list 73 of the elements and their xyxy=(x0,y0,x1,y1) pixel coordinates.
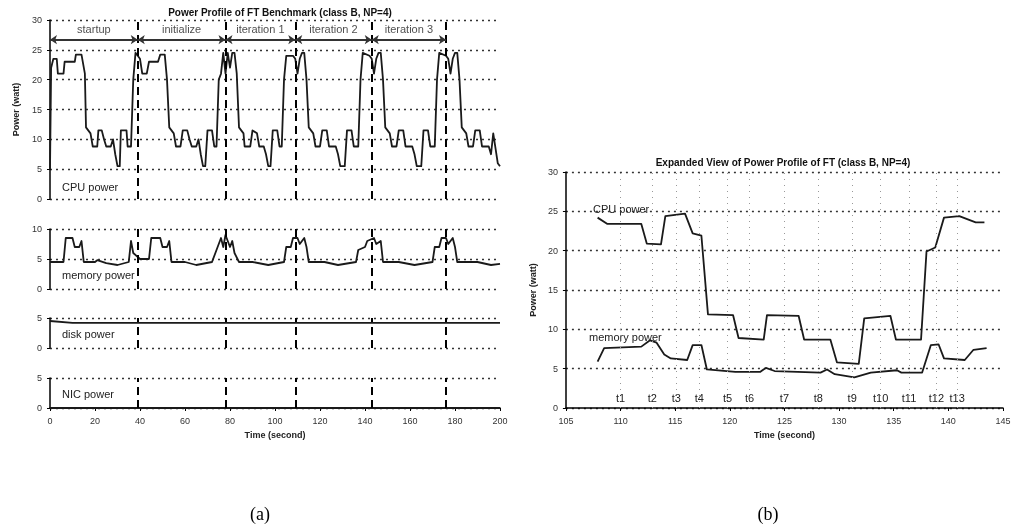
annotation: iteration 3 xyxy=(384,22,434,35)
x-axis-title: Time (second) xyxy=(244,429,306,440)
ref-line-label: t3 xyxy=(671,391,681,404)
ref-line-label: t9 xyxy=(847,391,857,404)
series-label: CPU power xyxy=(62,180,119,193)
x-tick-label: 0 xyxy=(47,415,53,426)
y-tick-label: 0 xyxy=(36,284,42,294)
y-axis-title: Power (watt) xyxy=(10,82,21,137)
y-tick-label: 25 xyxy=(547,206,558,217)
y-tick-label: 30 xyxy=(547,167,558,177)
y-tick-label: 10 xyxy=(547,324,558,335)
y-tick-label: 5 xyxy=(36,373,42,383)
ref-line-label: t2 xyxy=(647,391,657,404)
ref-line-label: t8 xyxy=(813,391,823,404)
x-tick-label: 135 xyxy=(886,415,902,426)
chart-title: Power Profile of FT Benchmark (class B, NP=4) xyxy=(168,6,392,18)
chart-title: Expanded View of Power Profile of FT (class B, NP=4) xyxy=(655,156,911,168)
series-label: CPU power xyxy=(593,202,650,215)
x-tick-label: 145 xyxy=(995,415,1011,426)
x-tick-label: 160 xyxy=(402,415,418,426)
x-tick-label: 120 xyxy=(312,415,328,426)
x-tick-label: 140 xyxy=(940,415,956,426)
x-tick-label: 100 xyxy=(267,415,283,426)
annotation: startup xyxy=(77,22,111,35)
y-tick-label: 0 xyxy=(36,403,42,413)
y-tick-label: 5 xyxy=(36,313,42,323)
x-tick-label: 80 xyxy=(224,415,236,426)
ref-line-label: t7 xyxy=(779,391,790,404)
x-tick-label: 115 xyxy=(668,415,683,426)
x-tick-label: 40 xyxy=(134,415,146,426)
y-axis-title: Power (watt) xyxy=(527,263,538,317)
series-label: NIC power xyxy=(62,387,115,400)
y-tick-label: 10 xyxy=(31,134,42,145)
y-tick-label: 20 xyxy=(547,245,558,256)
series-label: memory power xyxy=(589,330,663,343)
ref-line-label: t11 xyxy=(901,391,917,404)
x-tick-label: 200 xyxy=(492,415,508,426)
series-label: memory power xyxy=(62,268,136,281)
series-label: disk power xyxy=(62,327,115,340)
ref-line-label: t4 xyxy=(694,391,704,404)
x-tick-label: 60 xyxy=(179,415,191,426)
ref-line-label: t12 xyxy=(928,391,944,404)
y-tick-label: 5 xyxy=(36,254,42,264)
ref-line-label: t1 xyxy=(615,391,626,404)
x-tick-label: 180 xyxy=(447,415,463,426)
y-tick-label: 30 xyxy=(31,15,42,25)
text: (b) xyxy=(757,504,779,525)
x-tick-label: 120 xyxy=(722,415,738,426)
x-axis-title: Time (second) xyxy=(754,429,815,440)
ref-line-label: t5 xyxy=(723,391,733,404)
y-tick-label: 0 xyxy=(36,194,42,204)
annotation: iteration 1 xyxy=(236,22,285,35)
y-tick-label: 5 xyxy=(36,164,42,175)
x-tick-label: 125 xyxy=(776,415,792,426)
y-tick-label: 0 xyxy=(36,343,42,353)
y-tick-label: 0 xyxy=(552,403,558,413)
ref-line-label: t13 xyxy=(949,391,965,404)
annotation: iteration 2 xyxy=(309,22,358,35)
x-tick-label: 130 xyxy=(831,415,847,426)
y-tick-label: 25 xyxy=(31,44,42,55)
annotation: initialize xyxy=(162,22,202,35)
y-tick-label: 15 xyxy=(31,104,42,115)
y-tick-label: 10 xyxy=(31,224,42,234)
ref-line-label: t6 xyxy=(744,391,755,404)
y-tick-label: 20 xyxy=(31,74,42,85)
x-tick-label: 110 xyxy=(613,415,628,426)
text: (a) xyxy=(250,504,270,525)
y-tick-label: 15 xyxy=(547,285,558,295)
ref-line-label: t10 xyxy=(872,391,889,404)
x-tick-label: 105 xyxy=(558,415,574,426)
x-tick-label: 140 xyxy=(357,415,373,426)
y-tick-label: 5 xyxy=(552,363,558,374)
x-tick-label: 20 xyxy=(89,415,101,426)
